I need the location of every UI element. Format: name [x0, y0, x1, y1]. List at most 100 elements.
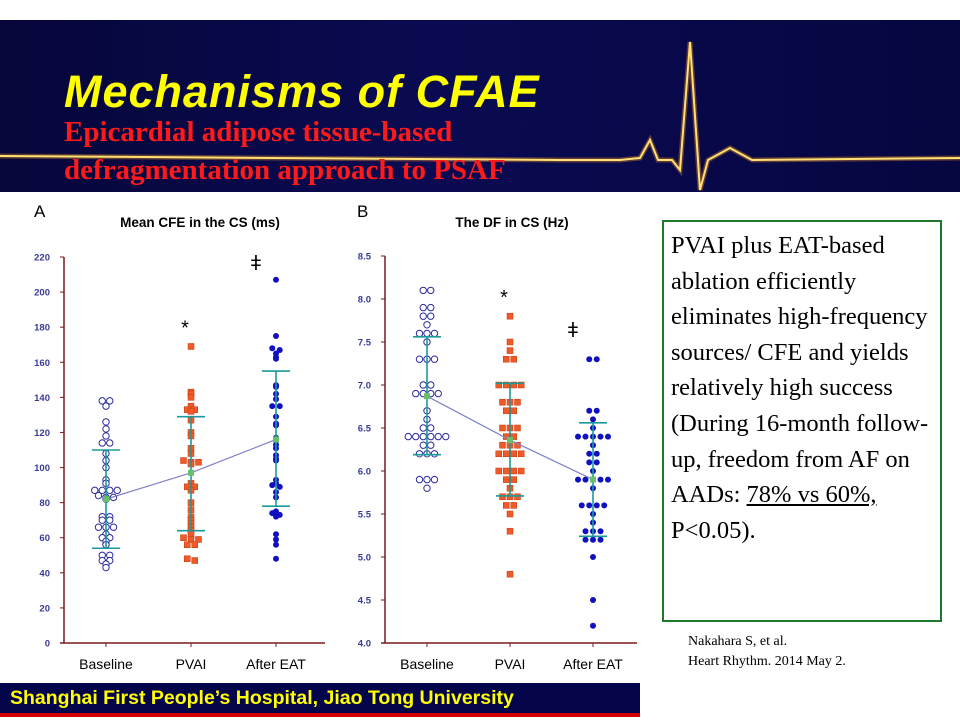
- charts-area: A Mean CFE in the CS (ms) 0 20 40 60 80 100 120 1…: [34, 202, 637, 672]
- data-point-after-eat: [269, 345, 276, 352]
- data-point-pvai: [506, 338, 514, 346]
- mean-marker: [590, 476, 596, 483]
- data-point-pvai: [191, 557, 198, 564]
- data-point-pvai: [510, 467, 517, 475]
- data-point-after-eat: [582, 433, 589, 440]
- data-point-baseline: [415, 329, 424, 338]
- data-point-pvai: [506, 510, 514, 518]
- data-point-after-eat: [269, 482, 276, 489]
- significance-mark: ǂ: [567, 320, 579, 342]
- data-point-pvai: [510, 476, 517, 483]
- data-point-pvai: [503, 450, 510, 458]
- data-point-pvai: [187, 394, 195, 401]
- data-point-pvai: [195, 536, 202, 543]
- data-point-pvai: [499, 493, 506, 501]
- significance-mark: ǂ: [250, 253, 262, 275]
- data-point-pvai: [510, 407, 517, 415]
- data-point-pvai: [499, 424, 506, 432]
- y-tick-label: 7.0: [358, 381, 371, 392]
- data-point-pvai: [184, 555, 191, 563]
- data-point-pvai: [503, 502, 510, 509]
- data-point-pvai: [514, 493, 521, 501]
- data-point-after-eat: [273, 536, 279, 543]
- y-tick-label: 80: [39, 498, 50, 509]
- data-point-pvai: [503, 476, 510, 483]
- data-point-after-eat: [593, 502, 600, 509]
- data-point-after-eat: [276, 483, 283, 490]
- mean-marker: [273, 436, 279, 443]
- data-point-baseline: [102, 418, 110, 426]
- data-point-baseline: [427, 432, 435, 441]
- data-point-after-eat: [586, 407, 593, 414]
- data-point-pvai: [506, 347, 514, 354]
- data-point-baseline: [415, 450, 424, 458]
- y-tick-label: 8.0: [358, 295, 371, 306]
- significance-mark: *: [181, 317, 189, 339]
- data-point-after-eat: [273, 531, 279, 538]
- data-point-baseline: [98, 397, 106, 405]
- data-point-baseline: [442, 432, 450, 441]
- data-point-after-eat: [597, 528, 604, 535]
- data-point-baseline: [434, 432, 442, 441]
- y-tick-label: 200: [34, 288, 50, 299]
- chart-panel-A: A Mean CFE in the CS (ms) 0 20 40 60 80 100 120 1…: [34, 202, 325, 672]
- data-point-pvai: [495, 450, 502, 458]
- data-point-after-eat: [590, 597, 596, 603]
- data-point-baseline: [423, 484, 431, 492]
- data-point-baseline: [106, 516, 114, 524]
- data-point-after-eat: [605, 433, 611, 440]
- footer-bar: Shanghai First People’s Hospital, Jiao T…: [0, 683, 640, 717]
- data-point-baseline: [419, 441, 427, 449]
- data-point-baseline: [94, 523, 103, 531]
- summary-text-end: P<0.05).: [671, 516, 756, 544]
- data-point-pvai: [506, 312, 514, 320]
- y-tick-label: 60: [39, 533, 50, 544]
- summary-text-box: PVAI plus EAT-based ablation efficiently…: [662, 220, 942, 622]
- data-point-baseline: [109, 523, 118, 531]
- citation: Nakahara S, et al. Heart Rhythm. 2014 Ma…: [688, 632, 846, 672]
- data-point-after-eat: [597, 476, 604, 483]
- data-point-after-eat: [593, 459, 600, 466]
- data-point-pvai: [510, 502, 517, 509]
- data-point-baseline: [427, 424, 435, 432]
- data-point-baseline: [423, 475, 431, 484]
- data-point-pvai: [495, 467, 502, 475]
- y-tick-label: 140: [34, 393, 50, 404]
- data-point-baseline: [106, 439, 114, 447]
- data-point-after-eat: [582, 476, 589, 483]
- data-point-after-eat: [273, 541, 279, 548]
- y-tick-label: 0: [45, 639, 50, 650]
- y-tick-label: 6.5: [358, 424, 372, 435]
- y-tick-label: 220: [34, 253, 50, 264]
- data-point-after-eat: [273, 355, 279, 362]
- data-point-baseline: [427, 312, 435, 320]
- data-point-baseline: [106, 397, 114, 405]
- data-point-baseline: [412, 389, 420, 398]
- y-tick-label: 4.0: [358, 639, 371, 650]
- data-point-baseline: [427, 286, 435, 295]
- significance-mark: *: [500, 287, 508, 309]
- data-point-baseline: [419, 286, 427, 295]
- data-point-baseline: [415, 475, 424, 484]
- data-point-pvai: [506, 527, 514, 535]
- mean-marker: [188, 469, 194, 476]
- y-tick-label: 180: [34, 323, 50, 334]
- x-tick-label: Baseline: [79, 656, 133, 672]
- y-tick-label: 6.0: [358, 467, 371, 478]
- data-point-after-eat: [586, 356, 593, 363]
- slide-subtitle-line1: Epicardial adipose tissue-based: [64, 116, 453, 148]
- data-point-baseline: [419, 424, 427, 432]
- y-tick-label: 40: [39, 568, 50, 579]
- data-point-baseline: [427, 303, 435, 312]
- y-tick-label: 120: [34, 428, 50, 439]
- y-tick-label: 160: [34, 358, 50, 369]
- data-point-pvai: [510, 355, 517, 363]
- data-point-after-eat: [593, 356, 600, 363]
- slide-subtitle-line2: defragmentation approach to PSAF: [64, 154, 506, 186]
- data-point-baseline: [98, 439, 106, 447]
- data-point-baseline: [91, 486, 99, 495]
- data-point-baseline: [102, 563, 110, 572]
- data-point-baseline: [419, 303, 427, 312]
- data-point-after-eat: [586, 502, 593, 509]
- data-point-baseline: [419, 432, 427, 441]
